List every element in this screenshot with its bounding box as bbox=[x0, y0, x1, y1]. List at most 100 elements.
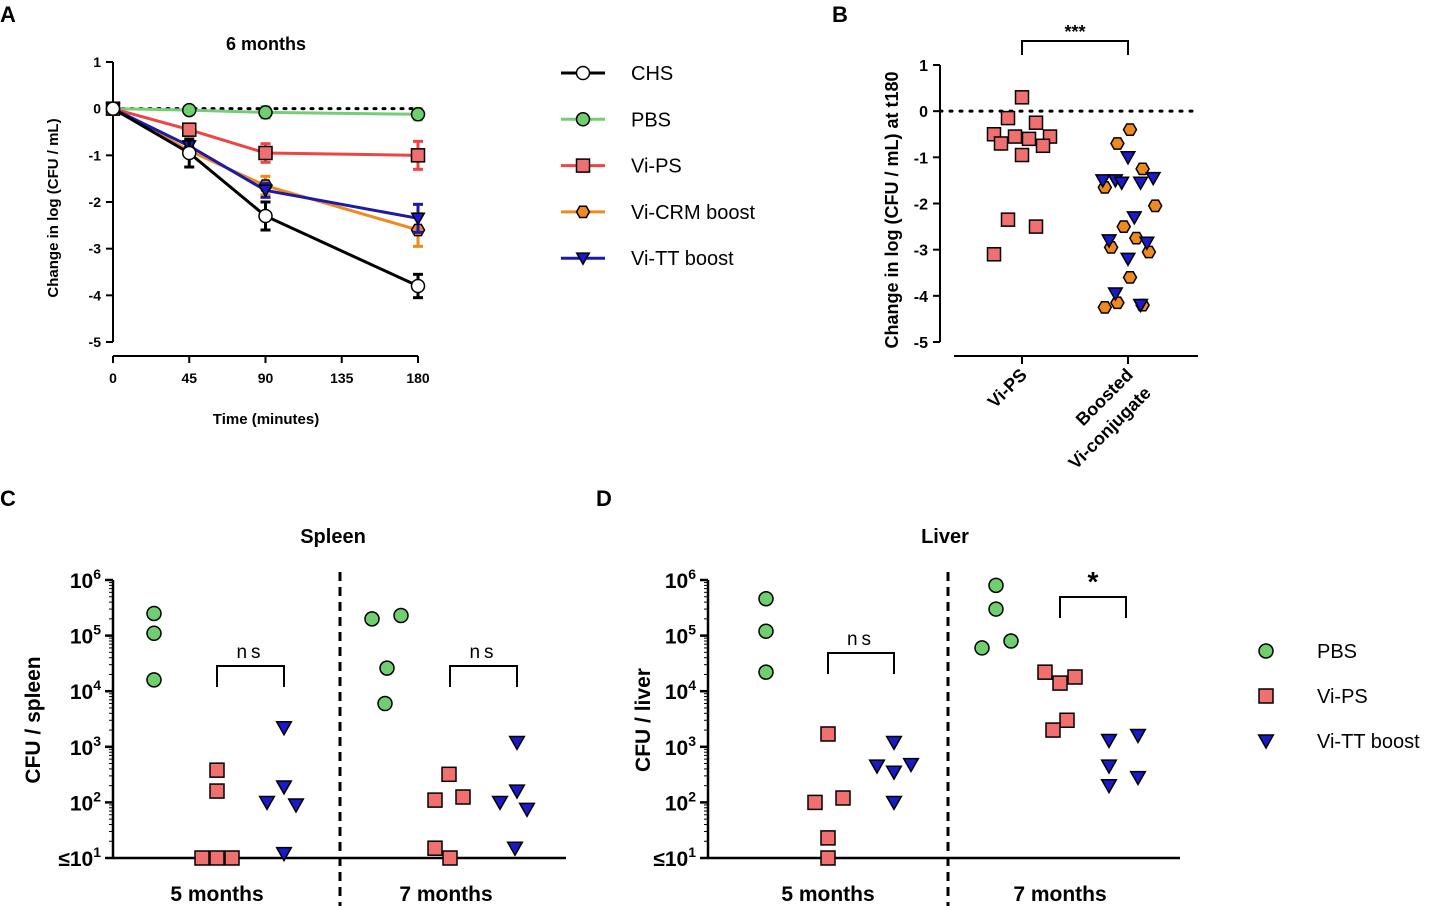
legend-top: CHS PBS Vi-PS Vi-CRM boost Vi-TT boost bbox=[561, 63, 756, 270]
data-point-vi-ps bbox=[1067, 669, 1083, 685]
data-point-vi-crm-boost bbox=[1122, 270, 1138, 284]
legend-marker-vi-tt-boost bbox=[575, 252, 591, 266]
panel-c-ylabel: CFU / spleen bbox=[22, 656, 45, 783]
panel-b-y-tick-label: -2 bbox=[914, 197, 928, 214]
sig-label: ns bbox=[469, 642, 497, 663]
panel-b-y-tick-label: -1 bbox=[914, 150, 928, 167]
data-point-vi-ps bbox=[455, 789, 471, 805]
sig-label: * bbox=[1088, 566, 1099, 597]
legend-marker-vi-crm-boost bbox=[575, 205, 591, 219]
panel-c-y-tick-label: ≤101 bbox=[58, 844, 101, 871]
series-line-pbs bbox=[112, 107, 419, 116]
data-point-vi-ps bbox=[986, 247, 1002, 262]
panel-b-scatter: Change in log (CFU / mL) at t180 1 0 -1 -2 -… bbox=[882, 22, 1200, 473]
panel-a-y-tick-label: -2 bbox=[89, 194, 102, 210]
data-point-vi-ps bbox=[807, 794, 823, 811]
legend-label: Vi-PS bbox=[631, 156, 682, 178]
data-point-vi-tt-boost bbox=[287, 798, 305, 814]
data-point-vi-ps bbox=[835, 790, 851, 806]
data-point-vi-tt-boost bbox=[275, 721, 293, 737]
data-point-vi-ps bbox=[1035, 138, 1051, 154]
data-point-vi-ps bbox=[1037, 664, 1053, 680]
panel-b-y-tick-label: -5 bbox=[914, 335, 928, 352]
data-point-chs bbox=[182, 145, 197, 161]
panel-a-y-tick-label: 0 bbox=[93, 101, 101, 117]
legend-bottom: PBS Vi-PS Vi-TT boost bbox=[1257, 641, 1420, 753]
data-point-pbs bbox=[182, 102, 197, 118]
data-point-vi-ps bbox=[1045, 722, 1061, 738]
legend-label: PBS bbox=[1317, 641, 1357, 663]
sig-bracket bbox=[1059, 596, 1127, 618]
panel-a-x-tick-label: 135 bbox=[330, 370, 354, 386]
sig-label: ns bbox=[847, 629, 875, 650]
panel-a-y-tick-label: -5 bbox=[89, 334, 102, 350]
data-point-pbs bbox=[758, 591, 774, 607]
data-point-pbs bbox=[758, 623, 774, 639]
legend-marker-chs bbox=[575, 65, 591, 81]
panel-a-y-tick-label: -1 bbox=[89, 147, 102, 163]
data-point-vi-crm-boost bbox=[1110, 137, 1125, 150]
data-point-vi-crm-boost bbox=[1110, 296, 1125, 310]
data-point-vi-tt-boost bbox=[518, 802, 536, 818]
period-label: 7 months bbox=[399, 883, 492, 906]
sig-bracket bbox=[449, 665, 518, 687]
panel-a-x-tick-label: 45 bbox=[181, 370, 197, 386]
data-point-vi-tt-boost bbox=[1100, 234, 1118, 249]
data-point-vi-tt-boost bbox=[258, 795, 276, 811]
data-point-vi-crm-boost bbox=[1141, 245, 1157, 259]
series-line-vi-ps bbox=[112, 107, 419, 157]
legend-marker-pbs bbox=[1258, 643, 1274, 659]
data-point-vi-tt-boost bbox=[275, 780, 293, 796]
data-point-pbs bbox=[758, 664, 774, 680]
panel-d-liver: Liver CFU / liver 106 105 104 103 102 ≤101 5 m… bbox=[632, 526, 1180, 906]
data-point-pbs bbox=[146, 605, 162, 622]
data-point-vi-crm-boost bbox=[1122, 123, 1138, 137]
data-point-vi-crm-boost bbox=[1116, 220, 1132, 233]
panel-d-title: Liver bbox=[921, 526, 969, 548]
data-point-vi-tt-boost bbox=[885, 795, 903, 811]
data-point-vi-ps bbox=[1000, 110, 1016, 126]
panel-d-y-tick-label: 103 bbox=[665, 733, 696, 760]
data-point-vi-tt-boost bbox=[257, 184, 274, 198]
data-point-vi-ps bbox=[258, 145, 273, 161]
data-point-vi-tt-boost bbox=[1126, 211, 1143, 226]
legend-marker-vi-ps bbox=[1258, 688, 1274, 704]
legend-label: Vi-TT boost bbox=[1317, 731, 1420, 753]
series-line-vi-tt-boost bbox=[112, 107, 419, 220]
data-point-pbs bbox=[988, 577, 1004, 594]
legend-label: Vi-TT boost bbox=[631, 248, 734, 270]
data-point-vi-tt-boost bbox=[1145, 171, 1162, 187]
data-point-vi-ps bbox=[410, 148, 426, 163]
data-point-chs bbox=[258, 208, 273, 224]
panel-b-y-tick-label: -3 bbox=[914, 243, 928, 260]
panel-a-title: 6 months bbox=[226, 34, 306, 54]
panel-c-y-tick-label: 106 bbox=[70, 566, 101, 593]
data-point-vi-ps bbox=[209, 762, 225, 778]
legend-label: CHS bbox=[631, 63, 673, 85]
data-point-vi-ps bbox=[1028, 219, 1044, 234]
series-line-chs bbox=[112, 107, 419, 288]
panel-a-x-tick-label: 180 bbox=[406, 370, 430, 386]
panel-d-y-tick-label: 102 bbox=[665, 788, 696, 815]
data-point-vi-ps bbox=[1000, 212, 1016, 227]
data-point-vi-crm-boost bbox=[1097, 300, 1113, 314]
panel-d-y-tick-label: 105 bbox=[665, 622, 696, 649]
panel-c-y-tick-label: 103 bbox=[70, 733, 101, 760]
data-point-vi-tt-boost bbox=[868, 759, 886, 775]
panel-d-ylabel: CFU / liver bbox=[632, 668, 655, 772]
sig-label: ns bbox=[236, 642, 264, 663]
data-point-vi-tt-boost bbox=[1129, 770, 1147, 787]
data-point-vi-tt-boost bbox=[885, 735, 903, 751]
panel-b-ylabel: Change in log (CFU / mL) at t180 bbox=[882, 71, 902, 348]
data-point-vi-tt-boost bbox=[1100, 759, 1118, 775]
data-point-vi-ps bbox=[1021, 131, 1037, 147]
data-point-vi-tt-boost bbox=[1100, 733, 1118, 749]
data-point-vi-ps bbox=[820, 726, 836, 742]
sig-bracket bbox=[216, 665, 285, 687]
data-point-vi-tt-boost bbox=[491, 795, 509, 811]
data-point-vi-tt-boost bbox=[508, 784, 526, 800]
data-point-pbs bbox=[974, 640, 990, 656]
panel-b-sig-label: *** bbox=[1064, 22, 1085, 42]
data-point-vi-ps bbox=[441, 766, 457, 783]
